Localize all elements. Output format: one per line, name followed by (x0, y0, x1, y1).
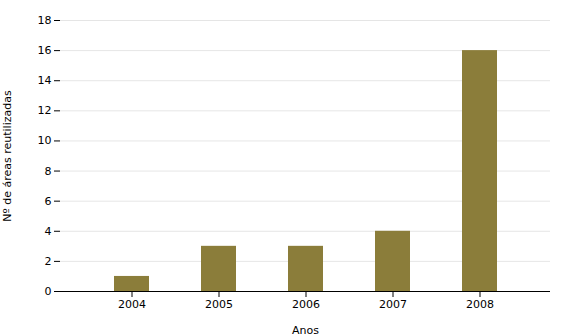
svg-text:18: 18 (38, 14, 52, 27)
svg-text:2005: 2005 (205, 298, 233, 311)
svg-text:12: 12 (38, 104, 52, 117)
svg-text:Anos: Anos (292, 324, 319, 336)
svg-text:8: 8 (45, 165, 52, 178)
svg-text:14: 14 (38, 74, 52, 87)
svg-text:2008: 2008 (466, 298, 494, 311)
svg-text:2007: 2007 (379, 298, 407, 311)
svg-text:0: 0 (45, 285, 52, 298)
svg-text:4: 4 (45, 225, 52, 238)
svg-text:Nº de áreas reutilizadas: Nº de áreas reutilizadas (1, 90, 14, 222)
svg-text:2006: 2006 (292, 298, 320, 311)
svg-text:10: 10 (38, 134, 52, 147)
svg-text:2: 2 (45, 255, 52, 268)
svg-text:6: 6 (45, 195, 52, 208)
svg-text:16: 16 (38, 44, 52, 57)
svg-text:2004: 2004 (118, 298, 146, 311)
